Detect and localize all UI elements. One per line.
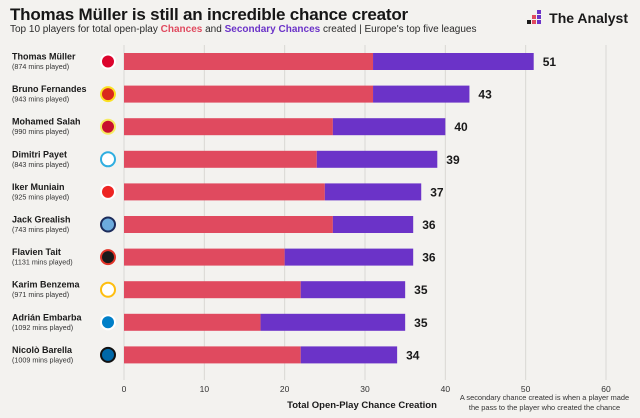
total-label: 51 xyxy=(543,55,557,69)
x-tick-label: 20 xyxy=(280,384,290,394)
chart-subtitle: Top 10 players for total open-play Chanc… xyxy=(10,24,476,35)
player-minutes: (874 mins played) xyxy=(12,62,69,71)
liverpool-badge-icon xyxy=(100,118,116,135)
bar-chances xyxy=(124,118,333,136)
analyst-logo-icon xyxy=(527,10,542,24)
x-axis-label: Total Open-Play Chance Creation xyxy=(287,400,437,411)
bar-secondary-chances xyxy=(260,313,406,331)
bar-secondary-chances xyxy=(300,346,398,364)
bar-secondary-chances xyxy=(284,248,414,266)
bar-secondary-chances xyxy=(316,150,438,168)
player-minutes: (1009 mins played) xyxy=(12,355,73,364)
subtitle-secondary-label: Secondary Chances xyxy=(224,24,321,35)
bar-chances xyxy=(124,346,301,364)
total-label: 43 xyxy=(478,88,492,102)
total-label: 37 xyxy=(430,185,444,199)
player-name: Jack Grealish xyxy=(12,215,71,225)
total-label: 34 xyxy=(406,348,420,362)
bar-chances xyxy=(124,281,301,299)
player-name: Flavien Tait xyxy=(12,247,61,257)
player-name: Adrián Embarba xyxy=(12,312,83,322)
bar-secondary-chances xyxy=(373,53,534,70)
total-label: 35 xyxy=(414,316,428,330)
athletic-bilbao-badge-icon xyxy=(100,183,116,200)
brand-name: The Analyst xyxy=(549,10,628,26)
bar-chances xyxy=(124,85,374,103)
bar-secondary-chances xyxy=(373,85,470,103)
player-minutes: (990 mins played) xyxy=(12,127,69,136)
total-label: 39 xyxy=(446,153,460,167)
subtitle-and: and xyxy=(202,24,225,35)
chart-title: Thomas Müller is still an incredible cha… xyxy=(10,5,408,24)
bar-secondary-chances xyxy=(300,281,406,299)
bar-chances xyxy=(124,216,333,233)
total-label: 36 xyxy=(422,218,436,232)
bar-chances xyxy=(124,248,285,266)
x-tick-label: 40 xyxy=(441,384,451,394)
total-label: 36 xyxy=(422,251,436,265)
x-tick-label: 0 xyxy=(122,384,127,394)
subtitle-chances-label: Chances xyxy=(160,24,203,35)
espanyol-badge-icon xyxy=(100,314,116,331)
player-name: Bruno Fernandes xyxy=(12,84,87,94)
bar-chances xyxy=(124,183,325,201)
total-label: 40 xyxy=(454,120,468,134)
marseille-badge-icon xyxy=(100,151,116,168)
x-tick-label: 50 xyxy=(521,384,531,394)
brand: The Analyst xyxy=(523,10,628,26)
rennes-badge-icon xyxy=(100,249,116,266)
bar-secondary-chances xyxy=(324,183,422,201)
bar-secondary-chances xyxy=(332,216,414,233)
player-name: Thomas Müller xyxy=(12,52,76,62)
x-tick-label: 60 xyxy=(601,384,611,394)
player-name: Karim Benzema xyxy=(12,280,81,290)
player-minutes: (925 mins played) xyxy=(12,192,69,201)
player-name: Mohamed Salah xyxy=(12,117,81,127)
inter-milan-badge-icon xyxy=(100,346,116,363)
subtitle-prefix: Top 10 players for total open-play xyxy=(10,24,161,35)
player-minutes: (743 mins played) xyxy=(12,225,69,234)
player-minutes: (971 mins played) xyxy=(12,290,69,299)
x-tick-label: 30 xyxy=(360,384,370,394)
real-madrid-badge-icon xyxy=(100,281,116,298)
manchester-city-badge-icon xyxy=(100,216,116,233)
bayern-munich-badge-icon xyxy=(100,53,116,70)
footnote: A secondary chance created is when a pla… xyxy=(459,393,630,412)
bar-secondary-chances xyxy=(332,118,446,136)
bar-chances xyxy=(124,313,261,331)
player-name: Iker Muniain xyxy=(12,182,65,192)
player-minutes: (943 mins played) xyxy=(12,95,69,104)
bar-chances xyxy=(124,53,374,70)
manchester-united-badge-icon xyxy=(100,86,116,103)
total-label: 35 xyxy=(414,283,428,297)
player-name: Dimitri Payet xyxy=(12,149,67,159)
player-minutes: (1131 mins played) xyxy=(12,258,73,267)
player-minutes: (843 mins played) xyxy=(12,160,69,169)
player-name: Nicolò Barella xyxy=(12,345,73,355)
x-tick-label: 10 xyxy=(200,384,210,394)
player-minutes: (1092 mins played) xyxy=(12,323,73,332)
bar-chances xyxy=(124,150,317,168)
subtitle-suffix: created | Europe's top five leagues xyxy=(320,24,477,35)
